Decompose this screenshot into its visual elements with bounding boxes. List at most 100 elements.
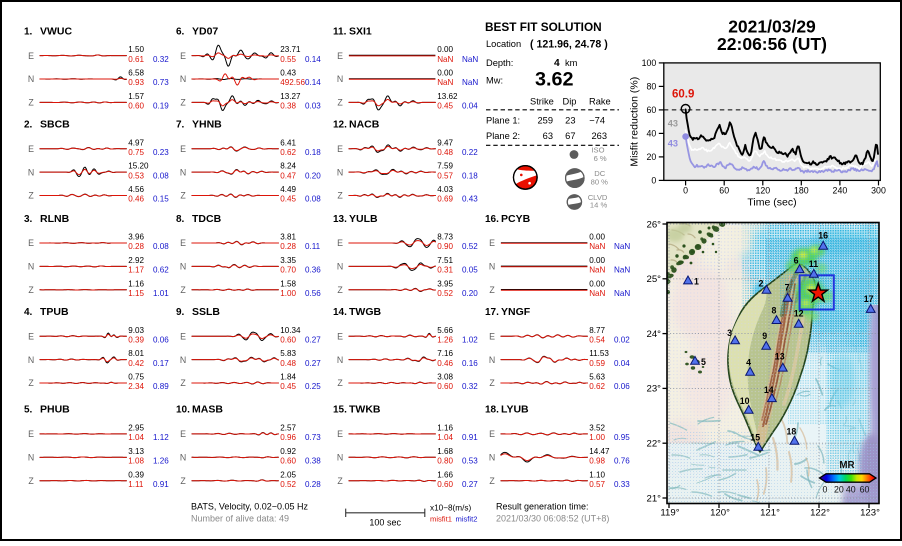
svg-text:14.47: 14.47 xyxy=(589,447,610,456)
svg-text:Z: Z xyxy=(489,378,495,388)
svg-text:63: 63 xyxy=(543,131,553,141)
svg-text:0.02: 0.02 xyxy=(614,335,630,344)
svg-text:0.04: 0.04 xyxy=(614,359,630,368)
svg-text:MR: MR xyxy=(839,460,854,471)
svg-text:119°: 119° xyxy=(660,508,679,519)
svg-text:0.15: 0.15 xyxy=(153,195,169,204)
svg-text:E: E xyxy=(180,331,186,341)
svg-text:6 %: 6 % xyxy=(594,154,607,163)
svg-text:NaN: NaN xyxy=(437,78,453,87)
svg-text:3.95: 3.95 xyxy=(437,279,453,288)
svg-text:7.51: 7.51 xyxy=(437,256,453,265)
svg-text:SXI1: SXI1 xyxy=(349,25,372,37)
svg-text:E: E xyxy=(180,238,186,248)
svg-text:Dip: Dip xyxy=(563,96,577,106)
svg-text:( 121.96, 24.78 ): ( 121.96, 24.78 ) xyxy=(530,39,608,51)
svg-text:Z: Z xyxy=(180,191,186,201)
svg-text:0.39: 0.39 xyxy=(128,335,144,344)
svg-text:3.81: 3.81 xyxy=(280,233,296,242)
svg-text:E: E xyxy=(28,238,34,248)
svg-text:N: N xyxy=(489,262,495,272)
svg-text:263: 263 xyxy=(591,131,607,141)
svg-text:0.96: 0.96 xyxy=(280,433,296,442)
svg-text:25°: 25° xyxy=(646,274,661,285)
svg-text:VWUC: VWUC xyxy=(40,25,72,37)
svg-text:1.: 1. xyxy=(24,26,33,37)
svg-text:0.27: 0.27 xyxy=(462,480,478,489)
svg-text:0.55: 0.55 xyxy=(280,55,296,64)
svg-text:1.50: 1.50 xyxy=(128,45,144,54)
svg-text:0.08: 0.08 xyxy=(153,171,169,180)
svg-text:492.56: 492.56 xyxy=(280,78,305,87)
svg-text:Location: Location xyxy=(486,39,521,49)
svg-text:0.91: 0.91 xyxy=(153,480,169,489)
svg-text:1.26: 1.26 xyxy=(437,335,453,344)
svg-text:0.32: 0.32 xyxy=(462,382,478,391)
svg-text:E: E xyxy=(180,51,186,61)
svg-text:TPUB: TPUB xyxy=(40,306,69,318)
svg-text:18.: 18. xyxy=(485,405,499,416)
svg-text:20: 20 xyxy=(647,152,657,162)
svg-text:0.59: 0.59 xyxy=(589,359,605,368)
svg-text:60: 60 xyxy=(647,105,657,115)
svg-text:11: 11 xyxy=(809,259,818,269)
svg-text:0.46: 0.46 xyxy=(128,195,144,204)
svg-text:3.35: 3.35 xyxy=(280,256,296,265)
svg-text:13.62: 13.62 xyxy=(437,92,458,101)
svg-text:0.20: 0.20 xyxy=(305,171,321,180)
svg-text:1.04: 1.04 xyxy=(128,433,144,442)
svg-text:5.63: 5.63 xyxy=(589,373,605,382)
svg-text:3.: 3. xyxy=(24,214,33,225)
svg-text:43: 43 xyxy=(668,138,678,148)
svg-text:Z: Z xyxy=(180,378,186,388)
svg-text:9.: 9. xyxy=(176,307,185,318)
svg-text:E: E xyxy=(337,144,343,154)
svg-text:E: E xyxy=(489,331,495,341)
svg-text:NaN: NaN xyxy=(589,266,605,275)
svg-text:0.57: 0.57 xyxy=(437,171,453,180)
svg-text:Depth:: Depth: xyxy=(486,58,513,68)
svg-text:300: 300 xyxy=(871,185,886,195)
svg-text:0.52: 0.52 xyxy=(462,242,478,251)
svg-text:0.08: 0.08 xyxy=(153,242,169,251)
svg-text:15.: 15. xyxy=(333,405,347,416)
svg-text:NaN: NaN xyxy=(462,55,478,64)
svg-text:4.49: 4.49 xyxy=(280,185,296,194)
svg-text:121°: 121° xyxy=(760,508,780,519)
svg-text:2021/03/30 06:08:52 (UT+8): 2021/03/30 06:08:52 (UT+8) xyxy=(496,514,609,524)
svg-text:100: 100 xyxy=(642,58,657,68)
svg-text:N: N xyxy=(489,453,495,463)
svg-text:0.60: 0.60 xyxy=(437,382,453,391)
svg-text:80: 80 xyxy=(647,82,657,92)
svg-text:Number of alive data: 49: Number of alive data: 49 xyxy=(191,514,289,524)
svg-text:1.12: 1.12 xyxy=(153,433,169,442)
svg-text:NaN: NaN xyxy=(589,289,605,298)
svg-text:13.27: 13.27 xyxy=(280,92,301,101)
svg-text:10: 10 xyxy=(740,396,750,406)
svg-text:12.: 12. xyxy=(333,120,347,131)
svg-text:0.91: 0.91 xyxy=(462,433,478,442)
svg-text:0.06: 0.06 xyxy=(614,382,630,391)
svg-text:0.60: 0.60 xyxy=(280,335,296,344)
svg-text:E: E xyxy=(489,429,495,439)
svg-text:Mw:: Mw: xyxy=(486,76,503,86)
svg-text:17: 17 xyxy=(864,294,874,304)
svg-text:Z: Z xyxy=(337,98,343,108)
svg-text:1.00: 1.00 xyxy=(280,289,296,298)
svg-text:N: N xyxy=(28,167,34,177)
svg-text:12: 12 xyxy=(794,308,804,318)
svg-text:5.83: 5.83 xyxy=(280,349,296,358)
svg-text:TWKB: TWKB xyxy=(349,404,381,416)
svg-text:NACB: NACB xyxy=(349,119,380,131)
svg-text:0.33: 0.33 xyxy=(614,480,630,489)
svg-text:5.: 5. xyxy=(24,405,33,416)
svg-text:0.53: 0.53 xyxy=(462,457,478,466)
svg-text:0.38: 0.38 xyxy=(280,102,296,111)
svg-text:0.52: 0.52 xyxy=(437,289,453,298)
svg-text:SBCB: SBCB xyxy=(40,119,70,131)
svg-text:13: 13 xyxy=(775,352,785,362)
svg-text:15.20: 15.20 xyxy=(128,162,149,171)
svg-text:E: E xyxy=(180,144,186,154)
svg-text:misfit1: misfit1 xyxy=(430,515,452,524)
svg-text:N: N xyxy=(180,355,186,365)
